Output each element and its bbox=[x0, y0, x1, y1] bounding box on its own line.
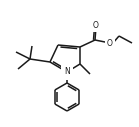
Text: O: O bbox=[107, 38, 113, 47]
Text: N: N bbox=[64, 67, 70, 76]
Text: O: O bbox=[93, 20, 99, 29]
